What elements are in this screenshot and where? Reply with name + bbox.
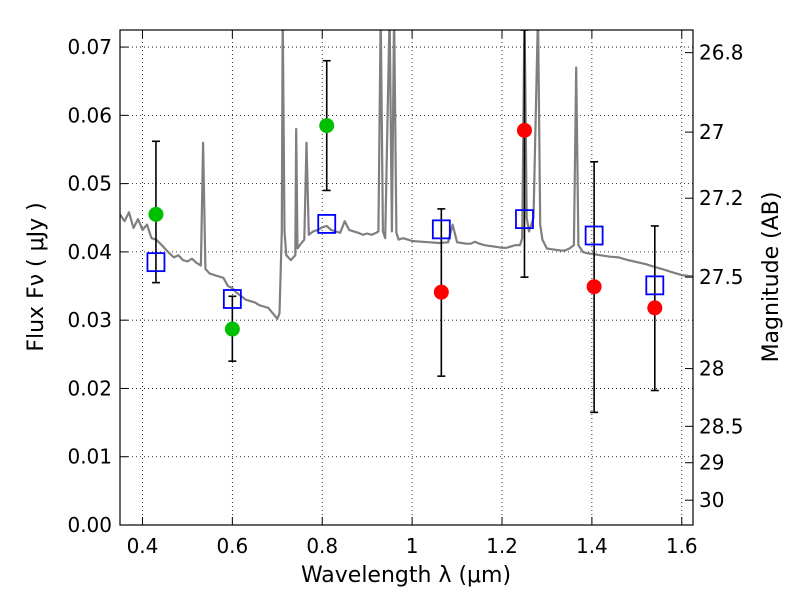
- y-tick-label: 0.05: [67, 172, 112, 196]
- spectrum-line: [120, 30, 693, 320]
- y2-tick-label: 27: [699, 120, 724, 144]
- x-tick-label: 0.4: [127, 534, 159, 558]
- y-tick-label: 0.01: [67, 445, 112, 469]
- y-tick-label: 0.07: [67, 35, 112, 59]
- y2-axis-label: Magnitude (AB): [759, 192, 784, 363]
- model-spectrum: [120, 30, 693, 320]
- model-flux-square: [317, 214, 337, 234]
- x-tick-label: 0.8: [306, 534, 338, 558]
- y2-tick-label: 28: [699, 357, 724, 381]
- plot-area: [120, 30, 693, 525]
- model-flux-square: [222, 289, 242, 309]
- y2-tick-label: 30: [699, 488, 724, 512]
- data-point: [516, 122, 532, 138]
- data-point: [148, 206, 164, 222]
- x-tick-label: 1: [406, 534, 419, 558]
- model-flux-square: [645, 275, 665, 296]
- y-tick-label: 0.03: [67, 308, 112, 332]
- data-point: [433, 284, 449, 300]
- data-markers: [146, 118, 665, 337]
- y-axis-label: Flux Fν ( μJy ): [24, 202, 49, 351]
- y-tick-label: 0.04: [67, 240, 112, 264]
- x-axis-label: Wavelength λ (μm): [301, 563, 511, 588]
- y2-tick-label: 29: [699, 451, 724, 475]
- x-tick-label: 1.2: [486, 534, 518, 558]
- data-point: [586, 279, 602, 295]
- y-tick-label: 0.00: [67, 513, 112, 537]
- y2-tick-label: 26.8: [699, 41, 744, 65]
- grid-lines: [120, 30, 693, 526]
- model-flux-square: [515, 209, 534, 230]
- y-tick-label: 0.06: [67, 103, 112, 127]
- data-point: [224, 321, 240, 337]
- model-flux-square: [431, 219, 451, 240]
- x-tick-label: 1.6: [666, 534, 698, 558]
- model-flux-square: [584, 225, 604, 246]
- data-point: [647, 300, 663, 316]
- axis-ticks: 0.4 0.6 0.8 1 1.2 1.4 1.6 0.00 0.01 0.02 0.03 0.04 0…: [67, 30, 744, 558]
- y-tick-label: 0.02: [67, 376, 112, 400]
- model-flux-square: [146, 252, 166, 273]
- x-tick-label: 0.6: [216, 534, 248, 558]
- data-point: [319, 118, 335, 134]
- y2-tick-label: 27.2: [699, 186, 744, 210]
- y2-tick-label: 27.5: [699, 265, 744, 289]
- y2-tick-label: 28.5: [699, 414, 744, 438]
- x-tick-label: 1.4: [576, 534, 608, 558]
